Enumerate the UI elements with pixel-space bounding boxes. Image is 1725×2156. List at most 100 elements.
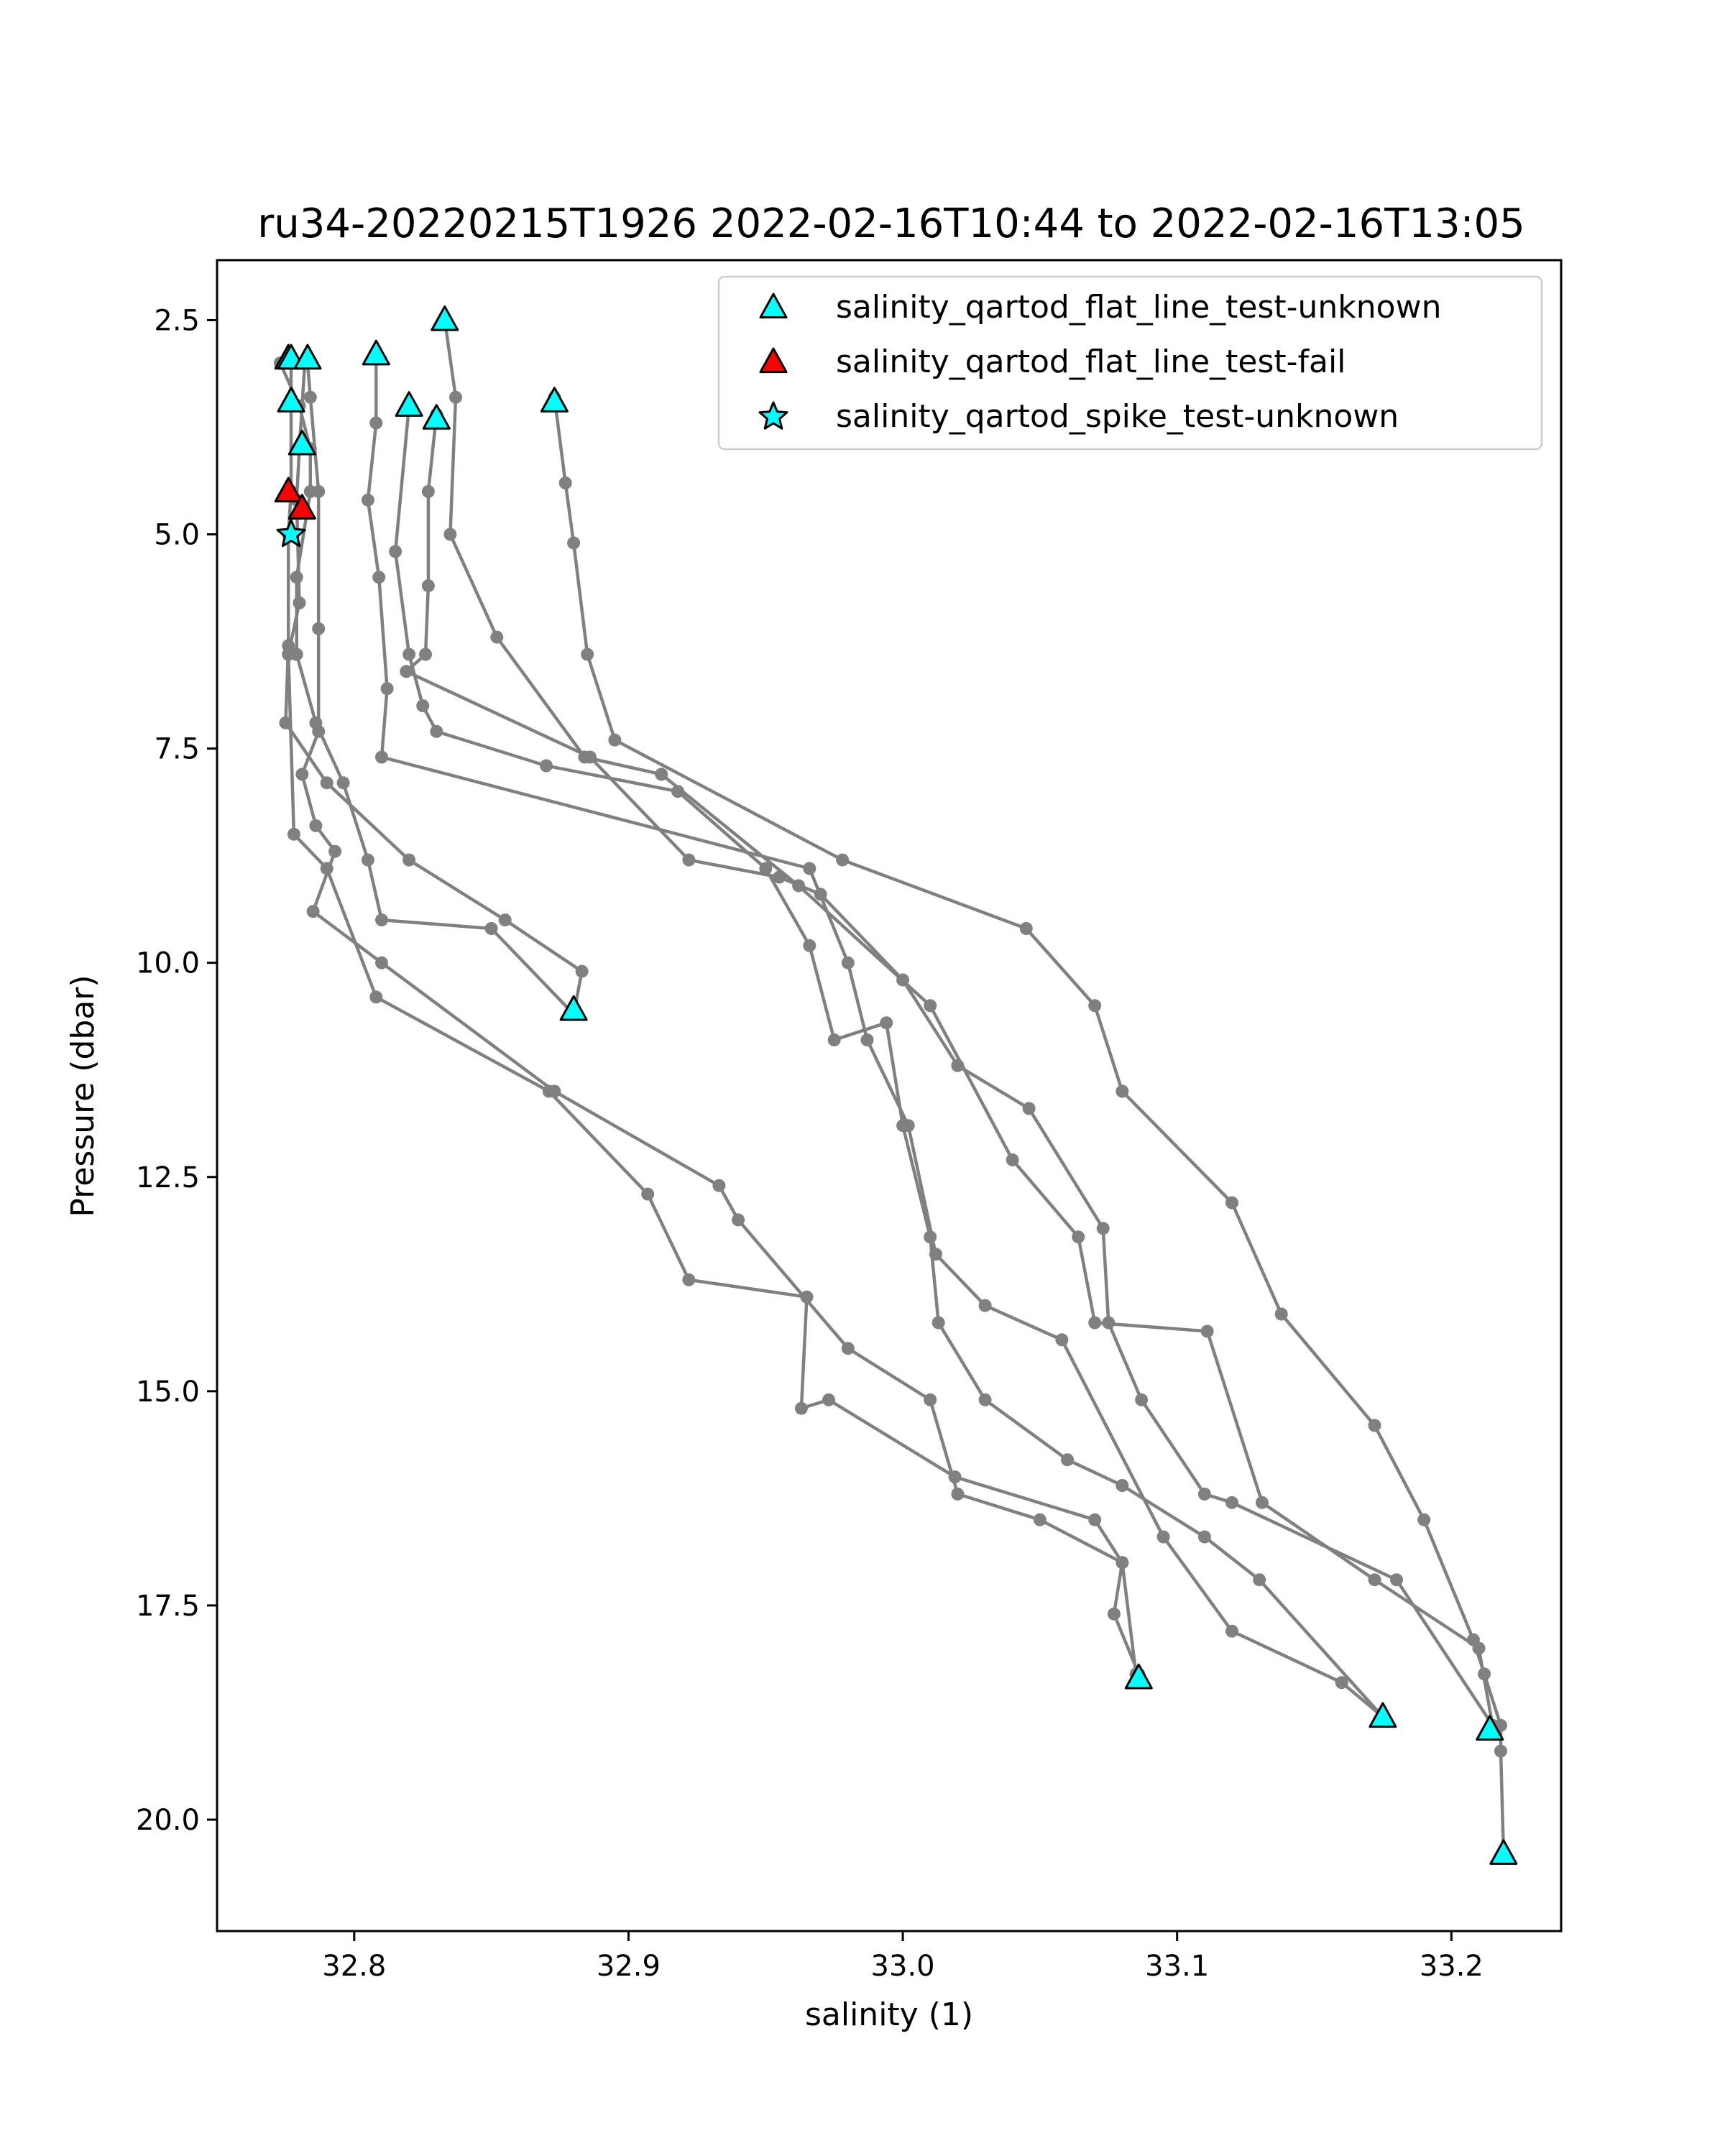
y-tick-label: 5.0: [154, 519, 200, 552]
profile-line-0: [278, 362, 575, 1015]
profile-point: [369, 990, 383, 1004]
profile-point: [402, 648, 416, 661]
profile-point: [375, 913, 388, 927]
profile-point: [490, 630, 504, 644]
profile-point: [1225, 1496, 1238, 1509]
markers-layer: [274, 305, 1518, 1865]
y-tick-label: 7.5: [154, 733, 200, 766]
legend-box: [717, 275, 1543, 451]
profile-point: [1390, 1573, 1403, 1587]
profile-point: [1055, 1333, 1069, 1347]
legend-marker-2: [758, 401, 788, 430]
profile-point: [375, 750, 388, 764]
profile-point: [1225, 1196, 1238, 1210]
flat-line-unknown-marker: [288, 429, 316, 456]
profile-point: [1088, 1513, 1102, 1526]
flat-line-unknown-marker: [1124, 1663, 1153, 1690]
flat-line-unknown-marker: [1368, 1702, 1397, 1728]
profile-point: [1197, 1487, 1211, 1501]
profile-point: [803, 939, 816, 952]
flat-line-unknown-marker: [293, 344, 322, 370]
profile-point: [312, 622, 326, 635]
profile-point: [732, 1213, 745, 1227]
profile-point: [1072, 1230, 1085, 1244]
flat-line-unknown-marker: [431, 305, 459, 331]
profile-point: [581, 648, 594, 661]
profile-point: [303, 390, 317, 404]
profile-line-4: [366, 354, 1384, 1718]
flat-line-fail-marker: [274, 476, 303, 503]
x-tick-label: 33.0: [871, 1950, 935, 1983]
profile-point: [1200, 1325, 1214, 1338]
profile-point: [1116, 1479, 1129, 1492]
profile-point: [822, 1393, 835, 1406]
flat-line-unknown-marker: [422, 404, 451, 430]
profile-point: [449, 390, 462, 404]
profile-line-1: [284, 363, 584, 1015]
profile-point: [1135, 1393, 1149, 1406]
x-tick-label: 33.1: [1145, 1950, 1209, 1983]
profile-point: [1061, 1453, 1075, 1467]
profile-point: [978, 1299, 992, 1312]
profile-point: [430, 724, 443, 738]
profile-point: [400, 665, 413, 678]
flat-line-fail-marker: [288, 494, 316, 520]
profile-point: [421, 579, 435, 593]
legend-label-flat-line-unknown: salinity_qartod_flat_line_test-unknown: [836, 289, 1441, 326]
y-tick-label: 20.0: [136, 1804, 200, 1837]
profile-point: [836, 853, 850, 867]
profile-point: [1116, 1556, 1129, 1570]
profile-point: [1156, 1530, 1170, 1544]
profile-point: [419, 648, 432, 661]
profile-point: [682, 1273, 696, 1286]
profile-point: [306, 905, 320, 918]
profile-point: [1019, 922, 1033, 935]
profile-point: [1368, 1573, 1381, 1587]
flat-line-unknown-marker: [277, 387, 305, 413]
flat-line-unknown-marker: [395, 391, 423, 417]
profile-point: [443, 528, 457, 541]
profile-point: [336, 776, 350, 790]
profile-point: [759, 862, 773, 875]
profile-point: [548, 1084, 561, 1098]
x-axis-label: salinity (1): [805, 1996, 973, 2033]
profile-point: [841, 956, 855, 969]
plot-frame: [216, 259, 1563, 1932]
profile-point: [800, 1290, 814, 1304]
profile-point: [416, 699, 430, 712]
profile-point: [1022, 1102, 1036, 1115]
legend-markers: [758, 292, 788, 430]
y-axis-label: Pressure (dbar): [65, 975, 101, 1217]
spike-unknown-marker: [276, 519, 306, 548]
profile-point: [1368, 1419, 1381, 1432]
profile-point: [924, 1230, 937, 1244]
profile-point: [1466, 1633, 1480, 1646]
legend-label-spike-unknown: salinity_qartod_spike_test-unknown: [836, 398, 1399, 435]
profiles-layer: [273, 313, 1510, 1861]
profile-line-7: [443, 320, 1494, 1726]
profile-point: [1088, 1316, 1102, 1330]
profile-point: [498, 913, 512, 927]
profile-point: [375, 956, 388, 969]
profile-point: [540, 759, 553, 773]
profile-point: [671, 785, 685, 798]
profile-point: [558, 476, 572, 489]
y-tick-label: 17.5: [136, 1590, 200, 1623]
profile-point: [369, 416, 383, 430]
profile-point: [1096, 1222, 1110, 1235]
profile-point: [1417, 1513, 1431, 1526]
x-tick-label: 33.2: [1420, 1950, 1484, 1983]
profile-point: [896, 1119, 910, 1133]
profile-point: [578, 750, 592, 764]
profile-point: [794, 1401, 808, 1415]
profile-point: [295, 768, 309, 781]
legend-marker-0: [759, 292, 788, 319]
profile-point: [932, 1316, 945, 1330]
profile-point: [1256, 1496, 1269, 1509]
profile-point: [290, 571, 303, 584]
profile-point: [608, 733, 622, 747]
profile-point: [978, 1393, 992, 1406]
profile-point: [655, 768, 668, 781]
flat-line-unknown-marker: [1476, 1715, 1504, 1741]
profile-point: [712, 1179, 726, 1192]
